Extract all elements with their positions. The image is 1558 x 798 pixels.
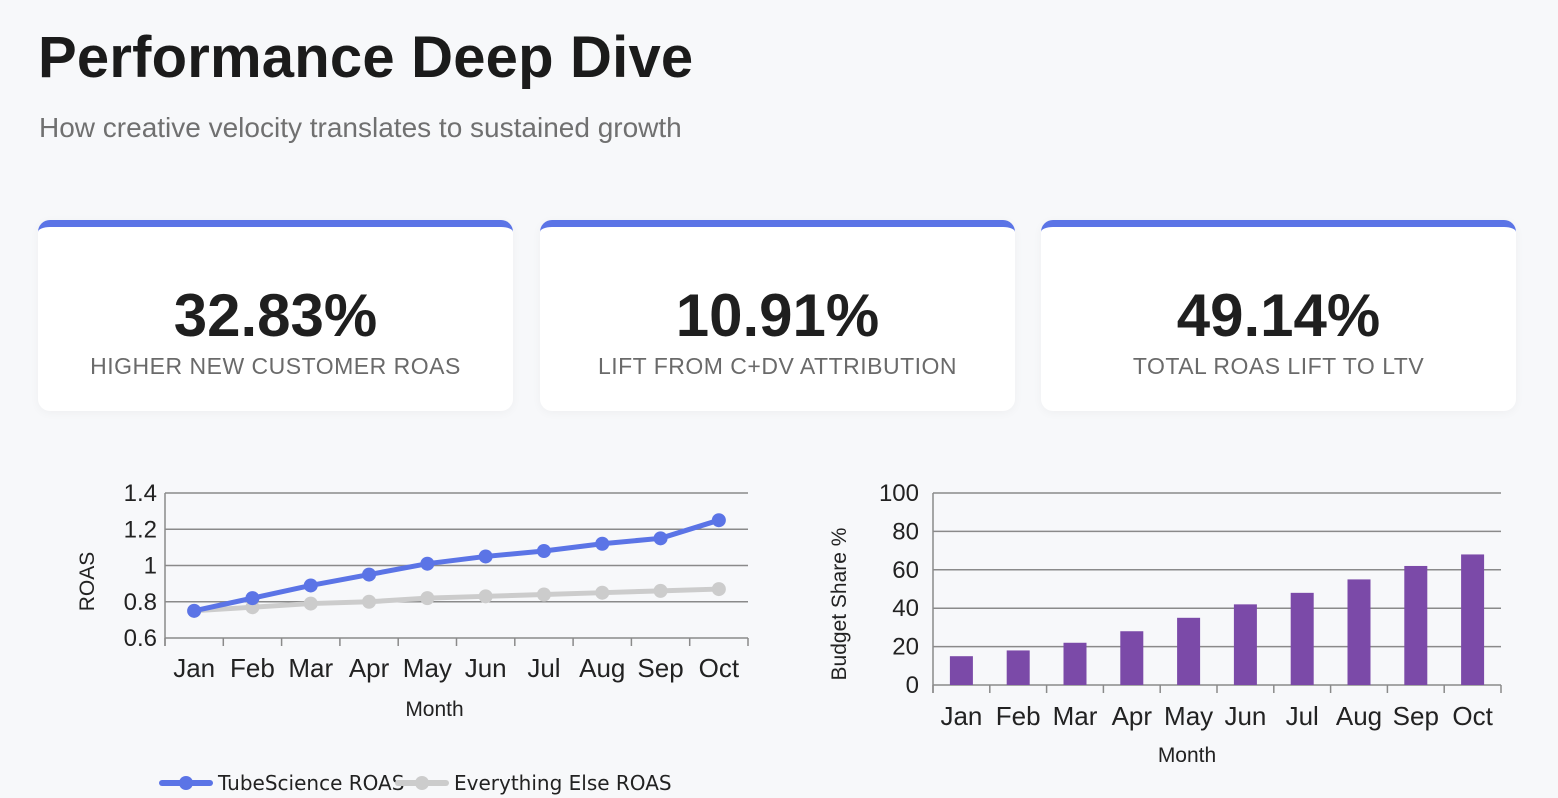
data-point [362, 567, 377, 582]
kpi-value: 49.14% [1176, 282, 1381, 349]
data-point [653, 531, 668, 546]
data-point [595, 585, 610, 600]
kpi-label: TOTAL ROAS LIFT TO LTV [1132, 353, 1425, 379]
data-point [362, 594, 377, 609]
kpi-value: 32.83% [173, 282, 378, 349]
kpi-card-new-customer-roas: 32.83% HIGHER NEW CUSTOMER ROAS [38, 220, 513, 411]
x-tick-label: Apr [349, 653, 390, 683]
page-title: Performance Deep Dive [38, 25, 694, 90]
data-point [536, 544, 551, 558]
series-line-everything-else-roas [191, 586, 722, 614]
y-tick-label: 20 [892, 634, 919, 661]
x-tick-label: May [403, 653, 452, 683]
y-tick-label: 0.8 [124, 589, 157, 616]
x-tick-label: Jan [173, 653, 215, 683]
bar-may [1177, 617, 1201, 685]
bar-sep [1404, 565, 1428, 685]
y-tick-label: 60 [892, 557, 919, 584]
legend-label: TubeScience ROAS [217, 771, 404, 795]
data-point [245, 591, 260, 606]
x-tick-label: Jun [1224, 701, 1266, 731]
data-point [653, 583, 668, 598]
bar-feb [1006, 650, 1030, 685]
data-point [420, 556, 435, 571]
x-tick-label: Apr [1112, 701, 1153, 731]
data-point [595, 536, 610, 551]
data-point [478, 549, 493, 564]
y-tick-label: 40 [892, 595, 919, 622]
data-point [303, 596, 318, 611]
x-tick-label: Aug [579, 653, 625, 683]
data-point [536, 587, 551, 602]
bar-apr [1120, 631, 1144, 685]
bar-jun [1233, 604, 1257, 685]
x-tick-label: Jan [940, 701, 982, 731]
x-tick-label: Oct [1452, 701, 1493, 731]
kpi-card-attribution-lift: 10.91% LIFT FROM C+DV ATTRIBUTION [540, 220, 1015, 411]
y-tick-label: 80 [892, 518, 919, 545]
x-axis-title: Month [1158, 744, 1216, 767]
data-point [420, 591, 435, 606]
x-tick-label: Oct [699, 653, 740, 683]
page-subtitle: How creative velocity translates to sust… [39, 112, 682, 143]
x-tick-label: Sep [1393, 701, 1439, 731]
x-tick-label: Aug [1336, 701, 1382, 731]
y-tick-label: 1 [144, 553, 157, 580]
data-point [711, 582, 726, 597]
x-tick-label: Mar [1053, 701, 1098, 731]
x-tick-label: Jun [465, 653, 507, 683]
legend-label: Everything Else ROAS [454, 771, 672, 795]
kpi-value: 10.91% [675, 282, 880, 349]
x-tick-label: Feb [230, 653, 275, 683]
x-tick-label: Jul [527, 653, 560, 683]
y-tick-label: 0 [906, 672, 919, 699]
roas-line-chart: 0.6 0.8 1 1.2 1.4 Jan Feb Mar Apr May Jun Jul Aug Sep… [76, 480, 749, 795]
y-tick-label: 100 [879, 480, 919, 507]
kpi-label: HIGHER NEW CUSTOMER ROAS [90, 353, 461, 379]
legend-swatch-marker [179, 776, 193, 790]
x-tick-label: Feb [996, 701, 1041, 731]
y-tick-label: 0.6 [124, 625, 157, 652]
x-tick-label: Sep [637, 653, 683, 683]
data-point [303, 578, 318, 593]
bar-mar [1063, 642, 1087, 685]
x-tick-label: Jul [1286, 701, 1319, 731]
x-axis-title: Month [405, 698, 463, 721]
data-point [187, 603, 202, 618]
x-tick-label: May [1164, 701, 1213, 731]
data-point [711, 513, 726, 528]
bar-oct [1461, 554, 1485, 685]
y-axis-title: Budget Share % [828, 528, 851, 681]
y-axis-title: ROAS [76, 552, 99, 612]
budget-share-bar-chart: 0 20 40 60 80 100 Jan Feb Mar Apr May Jun Jul Aug Sep O… [828, 480, 1502, 767]
y-tick-label: 1.2 [124, 516, 157, 543]
bar-aug [1347, 579, 1371, 685]
bar-jul [1290, 592, 1314, 685]
bar-jan [949, 656, 973, 685]
legend-swatch-marker [415, 776, 429, 790]
y-tick-label: 1.4 [124, 480, 157, 507]
kpi-card-ltv-lift: 49.14% TOTAL ROAS LIFT TO LTV [1041, 220, 1516, 411]
series-line-tubescience-roas [191, 517, 722, 614]
x-tick-label: Mar [288, 653, 333, 683]
kpi-label: LIFT FROM C+DV ATTRIBUTION [597, 353, 958, 379]
data-point [478, 589, 493, 604]
